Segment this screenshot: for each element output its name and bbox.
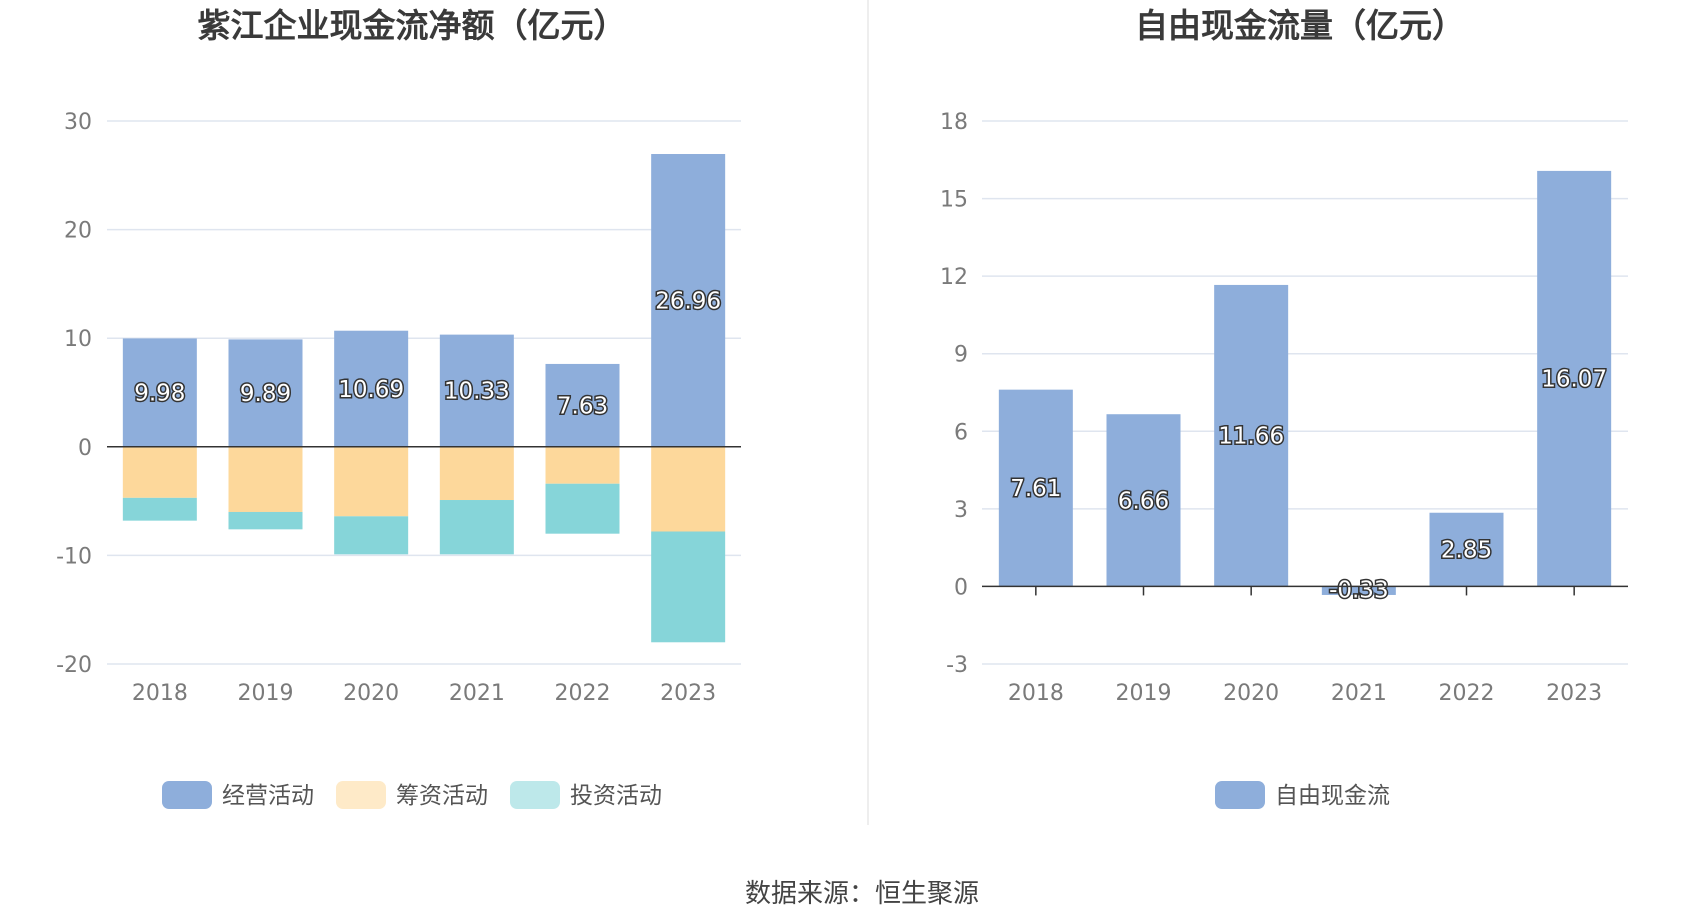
bar-经营活动-2021 (439, 334, 514, 447)
bar-经营活动-2019 (228, 339, 303, 447)
bar-投资活动-2021 (439, 500, 514, 555)
x-tick-label: 2018 (132, 681, 188, 706)
x-tick-label: 2019 (238, 681, 294, 706)
net-cash-flow-chart: 紫江企业现金流净额（亿元） 30 20 10 0 -10 -20 9.98 9.89 10.69… (56, 6, 741, 809)
x-tick-label: 2020 (1223, 681, 1279, 706)
bar-筹资活动-2020 (334, 446, 409, 517)
bar-value-label: 26.96 (655, 288, 721, 314)
chart-title-net-cash-flow: 紫江企业现金流净额（亿元） (198, 6, 627, 45)
bar-value-label: 2.85 (1441, 538, 1492, 564)
y-tick-label: -10 (56, 544, 92, 569)
legend-label-投资活动: 投资活动 (570, 783, 662, 809)
bar-value-label: 7.63 (557, 393, 608, 419)
x-tick-label: 2019 (1116, 681, 1172, 706)
bar-筹资活动-2018 (122, 446, 197, 498)
chart-title-free-cash-flow: 自由现金流量（亿元） (1135, 6, 1465, 45)
bar-value-label: 7.61 (1010, 476, 1061, 502)
x-tick-label: 2022 (1439, 681, 1495, 706)
bar-投资活动-2019 (228, 511, 303, 530)
bar-筹资活动-2019 (228, 446, 303, 512)
legend-label-筹资活动: 筹资活动 (396, 783, 488, 809)
bar-投资活动-2023 (651, 531, 726, 643)
y-tick-label: 18 (940, 110, 968, 135)
y-tick-label: 30 (64, 110, 92, 135)
x-tick-label: 2021 (449, 681, 505, 706)
bar-自由现金流-2019 (1106, 414, 1181, 587)
bar-投资活动-2020 (334, 516, 409, 555)
bar-自由现金流-2022 (1429, 512, 1504, 587)
y-tick-label: 3 (954, 498, 968, 523)
y-tick-label: 10 (64, 327, 92, 352)
bar-筹资活动-2021 (439, 446, 514, 501)
legend-swatch-自由现金流 (1215, 781, 1265, 809)
legend-swatch-投资活动 (510, 781, 560, 809)
x-tick-label: 2023 (1546, 681, 1602, 706)
bar-筹资活动-2022 (545, 446, 620, 484)
bar-value-label: 10.69 (338, 377, 404, 403)
data-source-note: 数据来源：恒生聚源 (745, 879, 979, 909)
bar-自由现金流-2020 (1214, 284, 1289, 587)
bar-投资活动-2018 (122, 497, 197, 521)
y-tick-label: 6 (954, 420, 968, 445)
bar-自由现金流-2018 (998, 389, 1073, 587)
bar-投资活动-2022 (545, 483, 620, 534)
y-tick-label: 15 (940, 188, 968, 213)
y-tick-label: 20 (64, 219, 92, 244)
x-tick-label: 2022 (555, 681, 611, 706)
bar-value-label: 10.33 (444, 379, 510, 405)
bar-经营活动-2018 (122, 338, 197, 447)
y-tick-label: 12 (940, 265, 968, 290)
legend-swatch-筹资活动 (336, 781, 386, 809)
bar-value-label: 9.89 (240, 381, 291, 407)
x-tick-label: 2021 (1331, 681, 1387, 706)
bar-经营活动-2023 (651, 154, 726, 447)
legend-swatch-经营活动 (162, 781, 212, 809)
bar-自由现金流-2023 (1537, 170, 1612, 587)
bar-经营活动-2022 (545, 363, 620, 447)
legend-label-经营活动: 经营活动 (222, 783, 314, 809)
bar-value-label: 6.66 (1118, 488, 1169, 514)
y-tick-label: 9 (954, 343, 968, 368)
y-tick-label: 0 (954, 575, 968, 600)
y-tick-label: 0 (78, 436, 92, 461)
y-tick-label: -20 (56, 653, 92, 678)
x-tick-label: 2020 (343, 681, 399, 706)
legend-label-自由现金流: 自由现金流 (1275, 783, 1390, 809)
x-tick-label: 2018 (1008, 681, 1064, 706)
y-tick-label: -3 (946, 653, 968, 678)
bar-经营活动-2020 (334, 330, 409, 447)
bar-value-label: 16.07 (1541, 367, 1607, 393)
x-tick-label: 2023 (660, 681, 716, 706)
bar-value-label: 11.66 (1218, 424, 1284, 450)
bar-筹资活动-2023 (651, 446, 726, 532)
bar-value-label: 9.98 (134, 381, 185, 407)
